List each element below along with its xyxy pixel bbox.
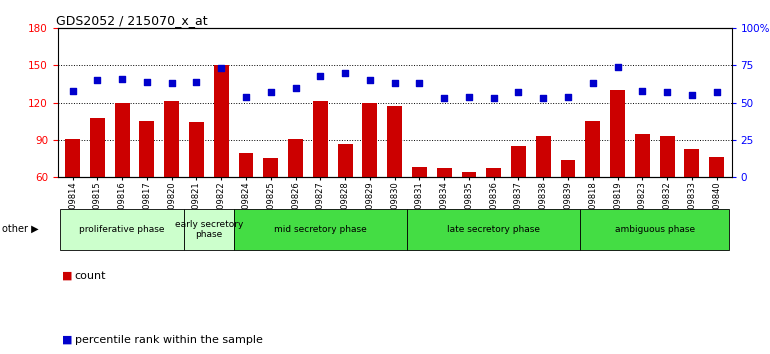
Text: other ▶: other ▶ [2, 224, 39, 234]
Bar [60, 209, 184, 250]
Text: late secretory phase: late secretory phase [447, 225, 541, 234]
Bar [561, 160, 575, 177]
Point [512, 90, 524, 95]
Point [611, 64, 624, 70]
Text: proliferative phase: proliferative phase [79, 225, 165, 234]
Text: early secretory
phase: early secretory phase [175, 219, 243, 239]
Point [562, 94, 574, 99]
Bar [487, 169, 501, 177]
Point [290, 85, 302, 91]
Point [587, 80, 599, 86]
Text: count: count [75, 271, 106, 281]
Point [166, 80, 178, 86]
Bar [407, 209, 581, 250]
Point [190, 79, 203, 85]
Bar [115, 103, 129, 177]
Bar [214, 65, 229, 177]
Bar [363, 103, 377, 177]
Point [265, 90, 277, 95]
Point [363, 78, 376, 83]
Point [711, 90, 723, 95]
Bar [65, 139, 80, 177]
Bar [184, 209, 233, 250]
Bar [660, 136, 675, 177]
Bar [511, 146, 526, 177]
Point [438, 95, 450, 101]
Bar [164, 102, 179, 177]
Bar [90, 118, 105, 177]
Bar [288, 139, 303, 177]
Text: ambiguous phase: ambiguous phase [614, 225, 695, 234]
Bar [536, 136, 551, 177]
Text: ■: ■ [62, 271, 72, 281]
Point [116, 76, 129, 82]
Bar [437, 169, 451, 177]
Point [487, 95, 500, 101]
Bar [313, 102, 328, 177]
Point [141, 79, 153, 85]
Text: GDS2052 / 215070_x_at: GDS2052 / 215070_x_at [56, 14, 208, 27]
Text: percentile rank within the sample: percentile rank within the sample [75, 335, 263, 345]
Bar [338, 144, 353, 177]
Bar [581, 209, 729, 250]
Bar [239, 154, 253, 177]
Point [537, 95, 550, 101]
Bar [585, 121, 601, 177]
Bar [189, 122, 204, 177]
Point [661, 90, 673, 95]
Bar [610, 90, 625, 177]
Bar [709, 157, 724, 177]
Bar [412, 167, 427, 177]
Point [239, 94, 252, 99]
Bar [139, 121, 154, 177]
Point [314, 73, 326, 79]
Point [339, 70, 351, 76]
Point [413, 80, 426, 86]
Point [91, 78, 103, 83]
Text: mid secretory phase: mid secretory phase [274, 225, 367, 234]
Bar [685, 149, 699, 177]
Bar [233, 209, 407, 250]
Text: ■: ■ [62, 335, 72, 345]
Point [636, 88, 648, 93]
Bar [461, 172, 477, 177]
Bar [263, 159, 278, 177]
Bar [387, 106, 402, 177]
Bar [635, 134, 650, 177]
Point [463, 94, 475, 99]
Point [388, 80, 400, 86]
Point [686, 92, 698, 98]
Point [215, 65, 227, 71]
Point [66, 88, 79, 93]
